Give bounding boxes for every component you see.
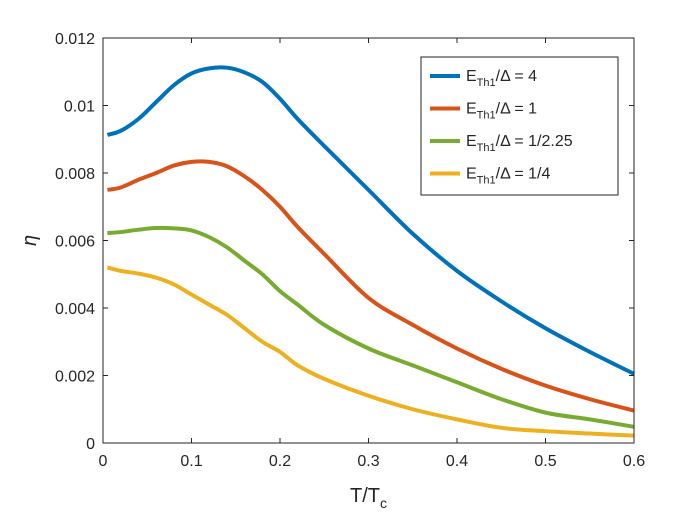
y-tick-label: 0.002 bbox=[55, 369, 95, 386]
series-line-1 bbox=[106, 65, 635, 376]
series-line-3 bbox=[107, 225, 635, 429]
legend-label-sub: Th1 bbox=[477, 175, 496, 187]
series-line-2 bbox=[107, 159, 635, 413]
legend-label-main: E bbox=[466, 133, 477, 150]
series-layer bbox=[106, 65, 635, 438]
x-tick-label: 0.1 bbox=[180, 453, 202, 470]
axes-layer: 0 0.1 0.2 0.3 0.4 0.5 0.6 0 0.002 0.004 0.006 0.008… bbox=[55, 31, 645, 470]
x-axis-label: T/Tc bbox=[350, 485, 387, 511]
y-tick-label: 0 bbox=[86, 436, 95, 453]
series-line-4 bbox=[106, 265, 635, 438]
legend-label-sub: Th1 bbox=[477, 142, 496, 154]
y-tick-label: 0.01 bbox=[64, 99, 95, 116]
legend-label-rest: /Δ = 4 bbox=[496, 68, 537, 85]
x-tick-label: 0.5 bbox=[534, 453, 556, 470]
x-tick-label: 0.2 bbox=[269, 453, 291, 470]
y-tick-label: 0.012 bbox=[55, 31, 95, 48]
legend-box bbox=[420, 56, 619, 196]
legend-entry-2: ETh1/Δ = 1 bbox=[466, 101, 537, 122]
legend-label-sub: Th1 bbox=[477, 110, 496, 122]
y-tick-label: 0.006 bbox=[55, 234, 95, 251]
legend-label-rest: /Δ = 1 bbox=[496, 101, 537, 118]
legend-label-main: E bbox=[466, 68, 477, 85]
legend-label-rest: /Δ = 1/2.25 bbox=[496, 133, 573, 150]
x-axis-label-sub: c bbox=[380, 495, 387, 511]
legend-label-main: E bbox=[466, 101, 477, 118]
y-axis-label: η bbox=[19, 235, 41, 246]
legend-entry-4: ETh1/Δ = 1/4 bbox=[466, 166, 550, 187]
x-tick-label: 0.6 bbox=[623, 453, 645, 470]
legend-entry-3: ETh1/Δ = 1/2.25 bbox=[466, 133, 573, 154]
legend-label-main: E bbox=[466, 166, 477, 183]
x-tick-label: 0.4 bbox=[446, 453, 468, 470]
legend-entry-1: ETh1/Δ = 4 bbox=[466, 68, 537, 89]
legend-label-rest: /Δ = 1/4 bbox=[496, 166, 551, 183]
legend-label-sub: Th1 bbox=[477, 77, 496, 89]
x-tick-label: 0.3 bbox=[357, 453, 379, 470]
x-tick-label: 0 bbox=[99, 453, 108, 470]
y-tick-label: 0.004 bbox=[55, 301, 95, 318]
x-axis-label-main: T/T bbox=[350, 485, 380, 507]
y-tick-label: 0.008 bbox=[55, 166, 95, 183]
